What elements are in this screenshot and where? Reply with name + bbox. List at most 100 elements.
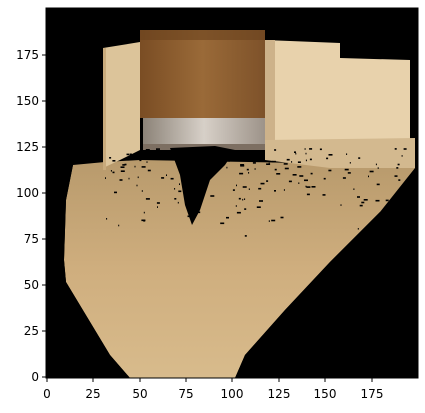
missing-pixel (359, 204, 363, 207)
missing-pixel (268, 162, 270, 165)
missing-pixel (205, 148, 209, 151)
missing-pixel (297, 161, 301, 163)
missing-pixel (266, 163, 271, 165)
x-tick-label: 175 (361, 387, 384, 401)
floor-hole (170, 146, 235, 225)
missing-pixel (150, 155, 153, 158)
missing-pixel (376, 183, 380, 186)
missing-pixel (232, 155, 236, 158)
missing-pixel (210, 195, 215, 197)
y-tick-label: 0 (31, 370, 39, 384)
missing-pixel (194, 152, 196, 155)
missing-pixel (136, 184, 138, 187)
missing-pixel (246, 168, 249, 171)
missing-pixel (189, 165, 191, 168)
missing-pixel (112, 171, 115, 174)
x-tick-label: 100 (221, 387, 244, 401)
missing-pixel (319, 148, 322, 151)
missing-pixel (326, 157, 329, 160)
missing-pixel (236, 211, 241, 214)
missing-pixel (346, 153, 348, 155)
missing-pixel (274, 190, 276, 192)
missing-pixel (244, 198, 246, 200)
missing-pixel (134, 165, 136, 168)
missing-pixel (276, 173, 281, 175)
missing-pixel (124, 163, 127, 166)
x-tick-label: 150 (314, 387, 337, 401)
missing-pixel (283, 189, 285, 191)
missing-pixel (157, 206, 158, 208)
floor-region (64, 160, 415, 378)
missing-pixel (189, 169, 193, 172)
x-tick-label: 75 (178, 387, 193, 401)
missing-pixel (268, 220, 270, 222)
missing-pixel (139, 159, 142, 162)
missing-pixel (197, 183, 200, 185)
y-tick-label: 25 (24, 324, 39, 338)
missing-pixel (205, 165, 208, 167)
missing-pixel (226, 216, 229, 219)
missing-pixel (246, 157, 249, 160)
missing-pixel (166, 174, 167, 176)
missing-pixel (274, 149, 277, 151)
missing-pixel (146, 161, 148, 163)
missing-pixel (357, 196, 360, 198)
missing-pixel (401, 155, 403, 157)
missing-pixel (266, 180, 269, 182)
missing-pixel (158, 152, 163, 155)
missing-pixel (236, 184, 237, 187)
missing-pixel (403, 148, 407, 150)
y-tick-label: 150 (16, 94, 39, 108)
missing-pixel (220, 153, 222, 156)
missing-pixel (235, 205, 237, 207)
x-tick-label: 25 (85, 387, 100, 401)
missing-pixel (161, 177, 165, 179)
missing-pixel (297, 166, 302, 168)
missing-pixel (177, 201, 179, 204)
missing-pixel (298, 182, 300, 184)
x-axis: 0 25 50 75 100 125 150 175 (43, 378, 383, 401)
y-tick-label: 50 (24, 278, 39, 292)
missing-pixel (220, 222, 225, 225)
missing-pixel (119, 179, 123, 181)
missing-pixel (208, 156, 210, 158)
missing-pixel (145, 149, 150, 151)
missing-pixel (174, 198, 177, 200)
missing-pixel (126, 153, 130, 156)
missing-pixel (353, 188, 355, 190)
missing-pixel (156, 148, 160, 150)
missing-pixel (174, 188, 176, 190)
missing-pixel (248, 188, 250, 190)
missing-pixel (361, 201, 365, 204)
right-wall-lower (265, 138, 415, 168)
missing-pixel (299, 175, 304, 177)
missing-pixel (182, 164, 185, 166)
missing-pixel (194, 177, 196, 179)
missing-pixel (114, 191, 117, 194)
missing-pixel (178, 190, 182, 193)
missing-pixel-speckles (105, 148, 407, 237)
missing-pixel (283, 163, 288, 165)
missing-pixel (239, 172, 244, 175)
missing-pixel (141, 166, 146, 168)
missing-pixel (363, 199, 368, 201)
missing-pixel (185, 166, 187, 169)
missing-pixel (397, 163, 400, 166)
missing-pixel (106, 218, 108, 220)
missing-pixel (357, 228, 359, 230)
missing-pixel (143, 211, 145, 214)
missing-pixel (271, 219, 276, 222)
missing-pixel (394, 175, 398, 177)
wood-door (140, 30, 265, 118)
missing-pixel (186, 175, 189, 177)
missing-pixel (223, 160, 228, 162)
missing-pixel (170, 177, 174, 180)
missing-pixel (294, 151, 296, 153)
missing-pixel (375, 163, 377, 166)
missing-pixel (305, 152, 307, 155)
missing-pixel (396, 167, 399, 169)
missing-pixel (258, 187, 262, 190)
missing-pixel (385, 199, 389, 202)
missing-pixel (309, 158, 312, 161)
x-tick-label: 0 (43, 387, 51, 401)
